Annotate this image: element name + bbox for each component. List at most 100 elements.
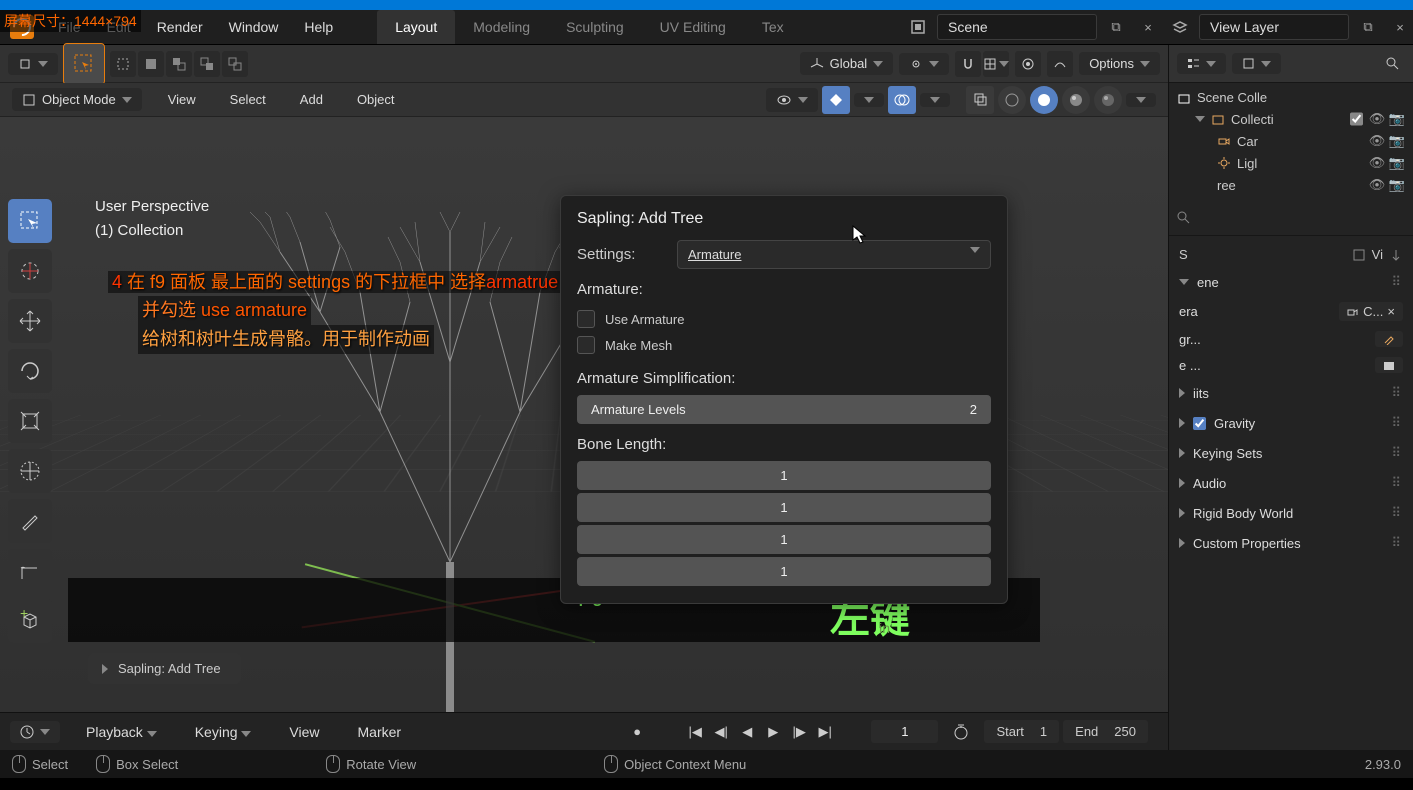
xray-toggle[interactable] — [966, 86, 994, 114]
clear-icon[interactable]: × — [1387, 304, 1395, 319]
prop-rigidbody[interactable]: Rigid Body World⠿ — [1179, 498, 1403, 528]
tool-rotate[interactable] — [8, 349, 52, 393]
select-tool-icon[interactable] — [64, 44, 104, 84]
prop-scene[interactable]: ene⠿ — [1179, 267, 1403, 297]
start-frame[interactable]: Start1 — [984, 720, 1059, 743]
menu-window[interactable]: Window — [217, 13, 291, 41]
tool-measure[interactable] — [8, 549, 52, 593]
use-armature-checkbox[interactable] — [577, 310, 595, 328]
layer-new-icon[interactable]: ⧉ — [1355, 14, 1381, 40]
gravity-check[interactable] — [1193, 417, 1206, 430]
eyedropper-icon[interactable] — [1383, 333, 1395, 345]
shading-dropdown[interactable] — [1126, 93, 1156, 107]
overlay-toggle[interactable] — [888, 86, 916, 114]
collection-row[interactable]: Collecti 👁 📷 — [1169, 108, 1413, 130]
play[interactable]: ▶ — [761, 720, 785, 744]
pin-icon[interactable] — [1352, 248, 1366, 262]
snap-toggle[interactable] — [955, 51, 981, 77]
proportional-toggle[interactable] — [1015, 51, 1041, 77]
transform-orientation[interactable]: Global — [800, 52, 894, 75]
shading-wireframe[interactable] — [998, 86, 1026, 114]
scene-name-field[interactable]: Scene — [937, 14, 1097, 40]
tool-scale[interactable] — [8, 399, 52, 443]
menu-render[interactable]: Render — [145, 13, 215, 41]
make-mesh-checkbox[interactable] — [577, 336, 595, 354]
vp-menu-view[interactable]: View — [160, 88, 204, 111]
editor-type-dropdown[interactable] — [8, 53, 58, 75]
keyframe-prev[interactable]: ◀| — [709, 720, 733, 744]
gizmo-toggle[interactable] — [822, 86, 850, 114]
tool-select[interactable] — [8, 199, 52, 243]
proportional-type[interactable] — [1047, 51, 1073, 77]
gizmo-dropdown[interactable] — [854, 93, 884, 107]
shading-rendered[interactable] — [1094, 86, 1122, 114]
item-light[interactable]: Ligl 👁 📷 — [1169, 152, 1413, 174]
tab-layout[interactable]: Layout — [377, 10, 455, 44]
select-mode-1[interactable] — [110, 51, 136, 77]
auto-key-toggle[interactable]: ● — [625, 720, 649, 744]
tab-texture[interactable]: Tex — [744, 10, 802, 44]
tool-cursor[interactable] — [8, 249, 52, 293]
timeline-editor-dropdown[interactable] — [10, 721, 60, 743]
bone-field-3[interactable]: 1 — [577, 525, 991, 554]
tool-annotate[interactable] — [8, 499, 52, 543]
snap-type[interactable] — [983, 51, 1009, 77]
tool-add-cube[interactable]: + — [8, 599, 52, 643]
prop-custom[interactable]: Custom Properties⠿ — [1179, 528, 1403, 558]
redo-panel[interactable]: Sapling: Add Tree — [88, 653, 241, 684]
prop-camera[interactable]: eraC...× — [1179, 297, 1403, 326]
armature-levels-field[interactable]: Armature Levels 2 — [577, 395, 991, 424]
scene-collection-row[interactable]: Scene Colle — [1169, 87, 1413, 108]
timeline-playback[interactable]: Playback — [74, 718, 169, 746]
prop-background[interactable]: gr... — [1179, 326, 1403, 352]
options-dropdown[interactable]: Options — [1079, 52, 1160, 75]
collapse-icon[interactable] — [1195, 116, 1205, 122]
bone-field-1[interactable]: 1 — [577, 461, 991, 490]
item-tree[interactable]: ree 👁 📷 — [1169, 174, 1413, 196]
vp-menu-object[interactable]: Object — [349, 88, 403, 111]
tool-transform[interactable] — [8, 449, 52, 493]
pivot-dropdown[interactable] — [899, 53, 949, 75]
select-mode-3[interactable] — [166, 51, 192, 77]
layer-close-icon[interactable]: × — [1387, 14, 1413, 40]
play-reverse[interactable]: ◀ — [735, 720, 759, 744]
prop-units[interactable]: iits⠿ — [1179, 378, 1403, 408]
display-mode-dropdown[interactable] — [1232, 53, 1281, 74]
timeline-keying[interactable]: Keying — [183, 718, 264, 746]
layer-browse-icon[interactable] — [1167, 14, 1193, 40]
tab-modeling[interactable]: Modeling — [455, 10, 548, 44]
scene-browse-icon[interactable] — [905, 14, 931, 40]
visibility-dropdown[interactable] — [766, 88, 818, 112]
shading-solid[interactable] — [1030, 86, 1058, 114]
tab-sculpting[interactable]: Sculpting — [548, 10, 642, 44]
prop-active[interactable]: e ... — [1179, 352, 1403, 378]
vp-menu-add[interactable]: Add — [292, 88, 331, 111]
use-armature-row[interactable]: Use Armature — [577, 306, 991, 332]
select-mode-2[interactable] — [138, 51, 164, 77]
prop-keying[interactable]: Keying Sets⠿ — [1179, 438, 1403, 468]
collection-check[interactable] — [1350, 111, 1363, 127]
item-camera[interactable]: Car 👁 📷 — [1169, 130, 1413, 152]
scene-new-icon[interactable]: ⧉ — [1103, 14, 1129, 40]
current-frame[interactable]: 1 — [871, 720, 938, 743]
select-mode-4[interactable] — [194, 51, 220, 77]
stopwatch-icon[interactable] — [952, 723, 970, 741]
timeline-marker[interactable]: Marker — [346, 718, 414, 746]
end-frame[interactable]: End250 — [1063, 720, 1148, 743]
scene-close-icon[interactable]: × — [1135, 14, 1161, 40]
overlay-dropdown[interactable] — [920, 93, 950, 107]
bone-field-2[interactable]: 1 — [577, 493, 991, 522]
keyframe-next[interactable]: |▶ — [787, 720, 811, 744]
mode-dropdown[interactable]: Object Mode — [12, 88, 142, 111]
outliner-search-icon[interactable] — [1379, 51, 1405, 77]
tool-move[interactable] — [8, 299, 52, 343]
viewlayer-field[interactable]: View Layer — [1199, 14, 1349, 40]
outliner-type-dropdown[interactable] — [1177, 53, 1226, 74]
jump-end[interactable]: ▶| — [813, 720, 837, 744]
prop-gravity[interactable]: Gravity⠿ — [1179, 408, 1403, 438]
pin-icon-2[interactable] — [1389, 248, 1403, 262]
timeline-view[interactable]: View — [277, 718, 331, 746]
tab-uvediting[interactable]: UV Editing — [642, 10, 744, 44]
prop-audio[interactable]: Audio⠿ — [1179, 468, 1403, 498]
make-mesh-row[interactable]: Make Mesh — [577, 332, 991, 358]
